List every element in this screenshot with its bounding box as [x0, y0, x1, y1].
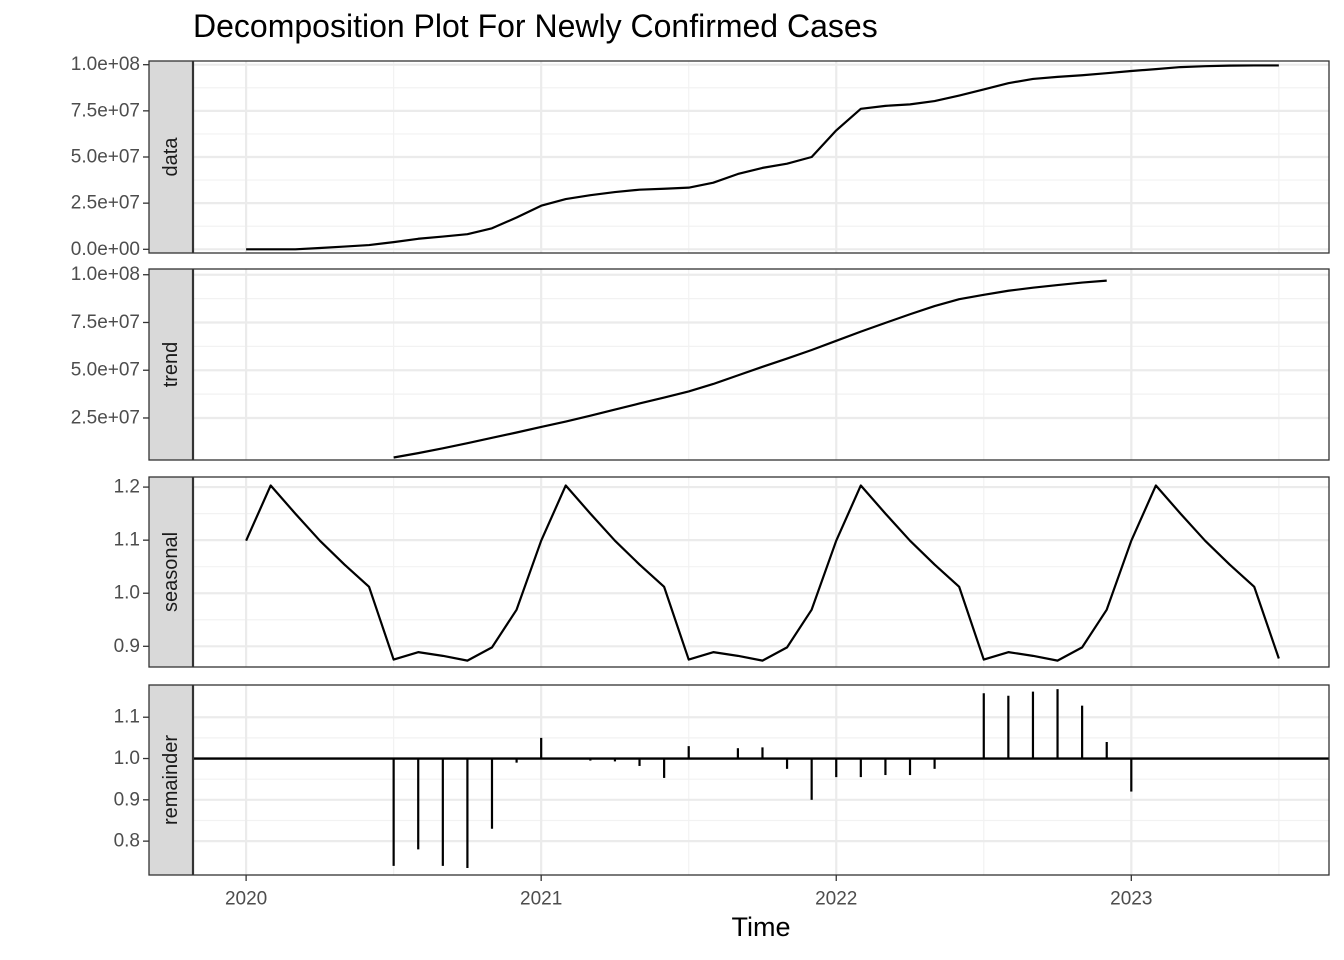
strip-label-seasonal: seasonal [160, 532, 182, 612]
y-tick-label: 1.0 [114, 583, 140, 604]
y-tick-label: 7.5e+07 [71, 100, 140, 121]
panel-border [148, 684, 1330, 876]
series-line-trend [393, 279, 1107, 459]
strip-label-trend: trend [160, 342, 182, 388]
y-tick-label: 5.0e+07 [71, 360, 140, 381]
panel-trend: trend 2.5e+07 5.0e+07 7.5e+07 1.0e+08 [71, 264, 1330, 461]
x-tick-label: 2021 [520, 889, 562, 910]
strip-data [149, 61, 193, 253]
x-tick-label: 2023 [1110, 889, 1152, 910]
y-tick-label: 5.0e+07 [71, 147, 140, 168]
panel-border [148, 476, 1330, 668]
strip-seasonal [149, 477, 193, 667]
strip-label-data: data [160, 137, 182, 177]
chart-title: Decomposition Plot For Newly Confirmed C… [193, 8, 878, 44]
series-line-seasonal [245, 484, 1280, 662]
y-tick-label: 1.1 [114, 707, 140, 728]
series-line-data [246, 64, 1279, 251]
y-tick-label: 0.0e+00 [71, 239, 140, 260]
y-tick-label: 7.5e+07 [71, 312, 140, 333]
panel-background [193, 685, 1329, 875]
y-tick-label: 1.0 [114, 748, 140, 769]
panel-seasonal: seasonal 0.9 1.0 1.1 1.2 [114, 476, 1330, 668]
y-tick-label: 1.1 [114, 530, 140, 551]
y-tick-label: 0.8 [114, 831, 140, 852]
y-tick-label: 2.5e+07 [71, 193, 140, 214]
strip-label-remainder: remainder [160, 735, 182, 825]
y-tick-label: 1.0e+08 [71, 264, 140, 285]
y-tick-label: 0.9 [114, 789, 140, 810]
panel-remainder: remainder 0.8 0.9 1.0 1.1 [114, 684, 1330, 876]
panel-background [193, 477, 1329, 667]
panel-background [193, 269, 1329, 460]
x-axis-label: Time [731, 912, 791, 942]
x-tick-label: 2022 [815, 889, 857, 910]
strip-remainder [149, 685, 193, 875]
y-tick-label: 0.9 [114, 636, 140, 657]
y-tick-label: 2.5e+07 [71, 407, 140, 428]
panel-border [148, 268, 1330, 461]
strip-trend [149, 269, 193, 460]
x-tick-label: 2020 [225, 889, 267, 910]
y-tick-label: 1.2 [114, 477, 140, 498]
panel-data: data 0.0e+00 2.5e+07 5.0e+07 7.5e+07 1.0e+08 [71, 54, 1330, 260]
y-tick-label: 1.0e+08 [71, 54, 140, 75]
